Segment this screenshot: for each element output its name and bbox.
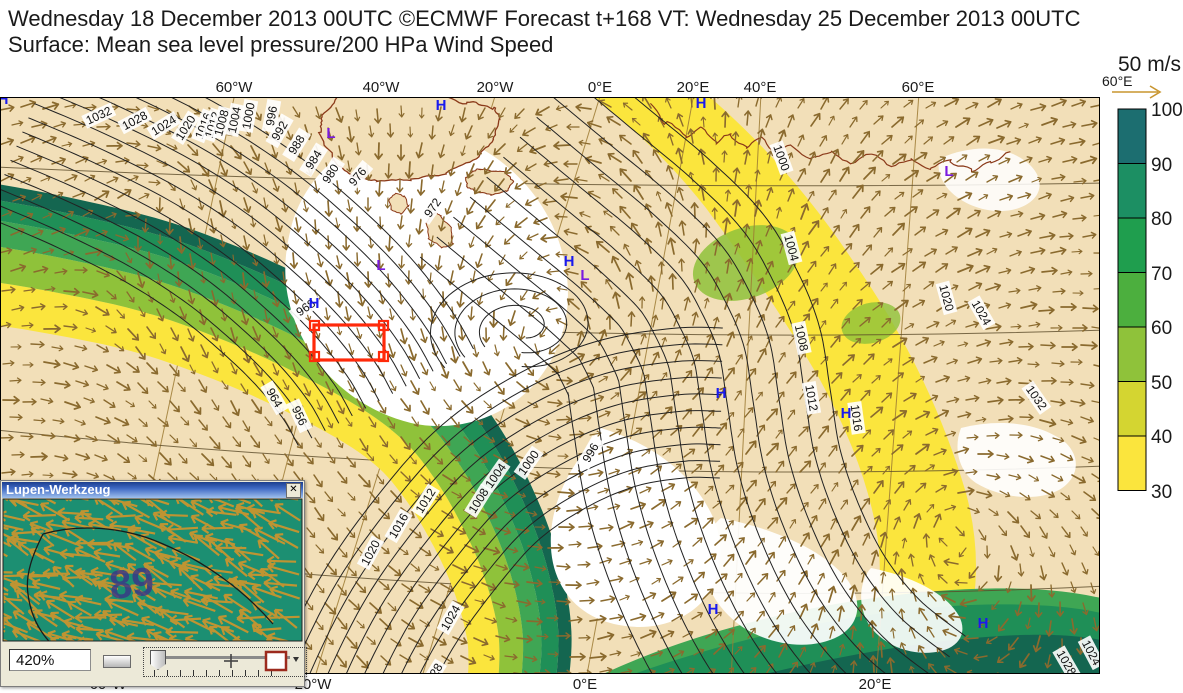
svg-text:40: 40: [1151, 427, 1172, 448]
svg-text:0°E: 0°E: [573, 676, 597, 693]
svg-text:H: H: [716, 385, 727, 402]
svg-text:70: 70: [1151, 264, 1172, 285]
svg-text:L: L: [376, 257, 385, 274]
svg-text:H: H: [564, 253, 575, 270]
svg-text:90: 90: [1151, 155, 1172, 176]
svg-text:H: H: [1, 98, 8, 108]
svg-text:20°W: 20°W: [477, 79, 515, 96]
svg-text:60°E: 60°E: [902, 79, 935, 96]
svg-text:60°W: 60°W: [216, 79, 254, 96]
svg-text:H: H: [309, 295, 320, 312]
svg-text:0°E: 0°E: [588, 79, 612, 96]
svg-text:60: 60: [1151, 318, 1172, 339]
svg-text:H: H: [696, 98, 707, 112]
svg-text:L: L: [944, 163, 953, 180]
svg-text:80: 80: [1151, 209, 1172, 230]
svg-text:20°E: 20°E: [677, 79, 710, 96]
svg-text:30: 30: [1151, 482, 1172, 503]
svg-text:40°W: 40°W: [363, 79, 401, 96]
svg-text:100: 100: [1151, 100, 1183, 121]
svg-text:L: L: [326, 125, 335, 142]
svg-text:50: 50: [1151, 373, 1172, 394]
svg-text:89: 89: [107, 560, 156, 608]
svg-text:40°E: 40°E: [744, 79, 777, 96]
svg-text:20°E: 20°E: [859, 676, 892, 693]
svg-text:H: H: [436, 98, 447, 114]
svg-text:H: H: [978, 615, 989, 632]
svg-text:L: L: [580, 267, 589, 284]
svg-text:H: H: [708, 601, 719, 618]
svg-text:H: H: [841, 405, 852, 422]
